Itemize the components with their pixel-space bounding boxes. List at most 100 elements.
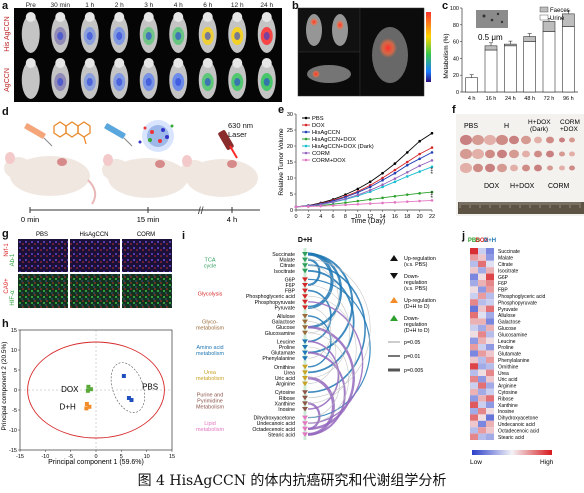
correlation-arc: [307, 253, 354, 354]
metabolite-label: Inosine: [278, 407, 295, 413]
tumor-sample: [496, 134, 508, 146]
panel-c-ylabel: Metabolism (%): [443, 33, 450, 78]
regulation-marker: [302, 421, 308, 426]
data-point: [418, 139, 421, 143]
heatmap-cell: [486, 401, 494, 408]
data-point: [381, 185, 384, 189]
pathway-label: Lipid: [204, 421, 216, 427]
timeline-label-0: 0 min: [21, 215, 39, 224]
panel-c-metabolism-chart: Metabolism (%) 0 20 40 60 80 100 4 h 16 h 24 h 4…: [443, 6, 578, 102]
panel-d: d: [0, 106, 270, 226]
h-ytick: 15: [11, 328, 17, 334]
correlation-arc: [307, 376, 335, 436]
heatmap-cell: [470, 369, 478, 376]
heatmap-cell: [478, 337, 486, 344]
mouse-image: [228, 58, 247, 99]
panel-g: g PBS HisAgCCN CORM Nrf-1 Ab-1 CA9+ HIF-…: [0, 228, 176, 312]
data-point: [393, 177, 397, 180]
metabolite-label: Malate: [279, 258, 295, 264]
data-point: [331, 204, 335, 207]
e-ytick: 20: [287, 144, 293, 150]
regulation-marker: [302, 277, 308, 282]
h-ytick: -10: [9, 428, 17, 434]
heatmap-cell: [478, 420, 486, 428]
heatmap-cell: [478, 433, 486, 440]
data-point: [356, 193, 360, 197]
row-label-hisagccn: His AgCCN: [4, 16, 11, 51]
pca-group-label: DOX: [61, 385, 79, 394]
data-point: [430, 146, 434, 149]
e-xtick: 4: [319, 214, 322, 220]
panel-c-tem-inset: 0.5 μm: [476, 10, 508, 42]
mouse-3: [181, 155, 258, 197]
data-point: [430, 165, 434, 169]
g-row2-marker1: CA9+: [4, 278, 10, 294]
regulation-marker: [302, 339, 308, 344]
heatmap-row-label: G6P: [498, 275, 509, 281]
heatmap-row-label: Stearic acid: [498, 435, 524, 441]
heatmap-cell: [470, 305, 478, 312]
correlation-arc: [307, 264, 366, 393]
pca-point: [88, 387, 93, 392]
legend-label: PBS: [312, 116, 324, 122]
heatmap-cell: [470, 337, 478, 344]
h-xtick: -15: [16, 454, 24, 460]
data-point: [430, 199, 434, 202]
metabolite-label: Isocitrate: [274, 269, 295, 275]
heatmap-cell: [470, 286, 478, 293]
correlation-arc: [307, 252, 343, 329]
heatmap-row-label: Malate: [498, 256, 513, 262]
pathway-label: Pyrimidine: [197, 399, 223, 405]
data-point: [405, 175, 409, 178]
data-point: [418, 192, 421, 195]
e-ytick: 10: [287, 176, 293, 182]
figure-caption: 图 4 HisAgCCN 的体内抗癌研究和代谢组学分析: [137, 473, 447, 489]
heatmap-cell: [470, 312, 478, 319]
heatmap-cell: [486, 318, 494, 325]
regulation-marker: [302, 299, 308, 305]
heatmap-cell: [486, 408, 494, 415]
heatmap-row-label: Glutamate: [498, 352, 521, 358]
c-ytick: 40: [453, 56, 459, 62]
e-ytick: 30: [287, 112, 293, 118]
correlation-arc: [307, 307, 332, 359]
heatmap-row-label: Leucine: [498, 339, 516, 345]
panel-i: i D+H Succinate Malate Citrate Isocitrate TC…: [180, 228, 458, 468]
timepoint-label: 30 min: [50, 2, 70, 9]
bar-faeces: [542, 21, 556, 32]
heatmap-legend-bar: [472, 450, 552, 455]
pathway-label: Glyco-: [202, 319, 218, 325]
heatmap-cell: [486, 395, 494, 402]
metabolite-label: Urea: [284, 370, 295, 376]
metabolite-label: Uric acid: [275, 376, 295, 382]
confidence-ellipse: [27, 341, 165, 439]
heatmap-cell: [478, 305, 486, 312]
regulation-marker: [302, 288, 308, 294]
heatmap-cell: [470, 292, 478, 300]
data-point: [393, 194, 397, 198]
pathway-label: metabolism: [196, 376, 225, 382]
timeline-label-2: 4 h: [227, 215, 237, 224]
heatmap-cell: [486, 382, 494, 389]
series-line: [295, 191, 433, 208]
regulation-marker: [302, 263, 308, 268]
metabolite-label: Citrate: [280, 263, 295, 269]
metabolite-label: Dihydroxyacetone: [253, 416, 295, 422]
regulation-marker: [302, 283, 308, 288]
panel-e-ylabel: Relative Tumor Volume: [278, 128, 285, 196]
data-point: [356, 187, 360, 191]
heatmap-row-label: Urea: [498, 371, 509, 377]
e-xtick: 12: [367, 214, 373, 220]
mouse-image: [169, 12, 188, 53]
heatmap-cell: [478, 312, 486, 319]
heatmap-cell: [478, 286, 486, 293]
regulation-marker: [302, 268, 308, 274]
legend-text: Up-regulation: [404, 298, 436, 304]
legend-text: p=0.005: [404, 368, 423, 374]
panel-c: c Metabolism (%) 0 20 40 60 80 100 4 h 16 h 24 …: [440, 0, 584, 108]
data-point: [393, 180, 397, 184]
correlation-arc: [307, 321, 337, 384]
panel-d-label: d: [2, 106, 9, 118]
bar-urine: [542, 31, 556, 93]
